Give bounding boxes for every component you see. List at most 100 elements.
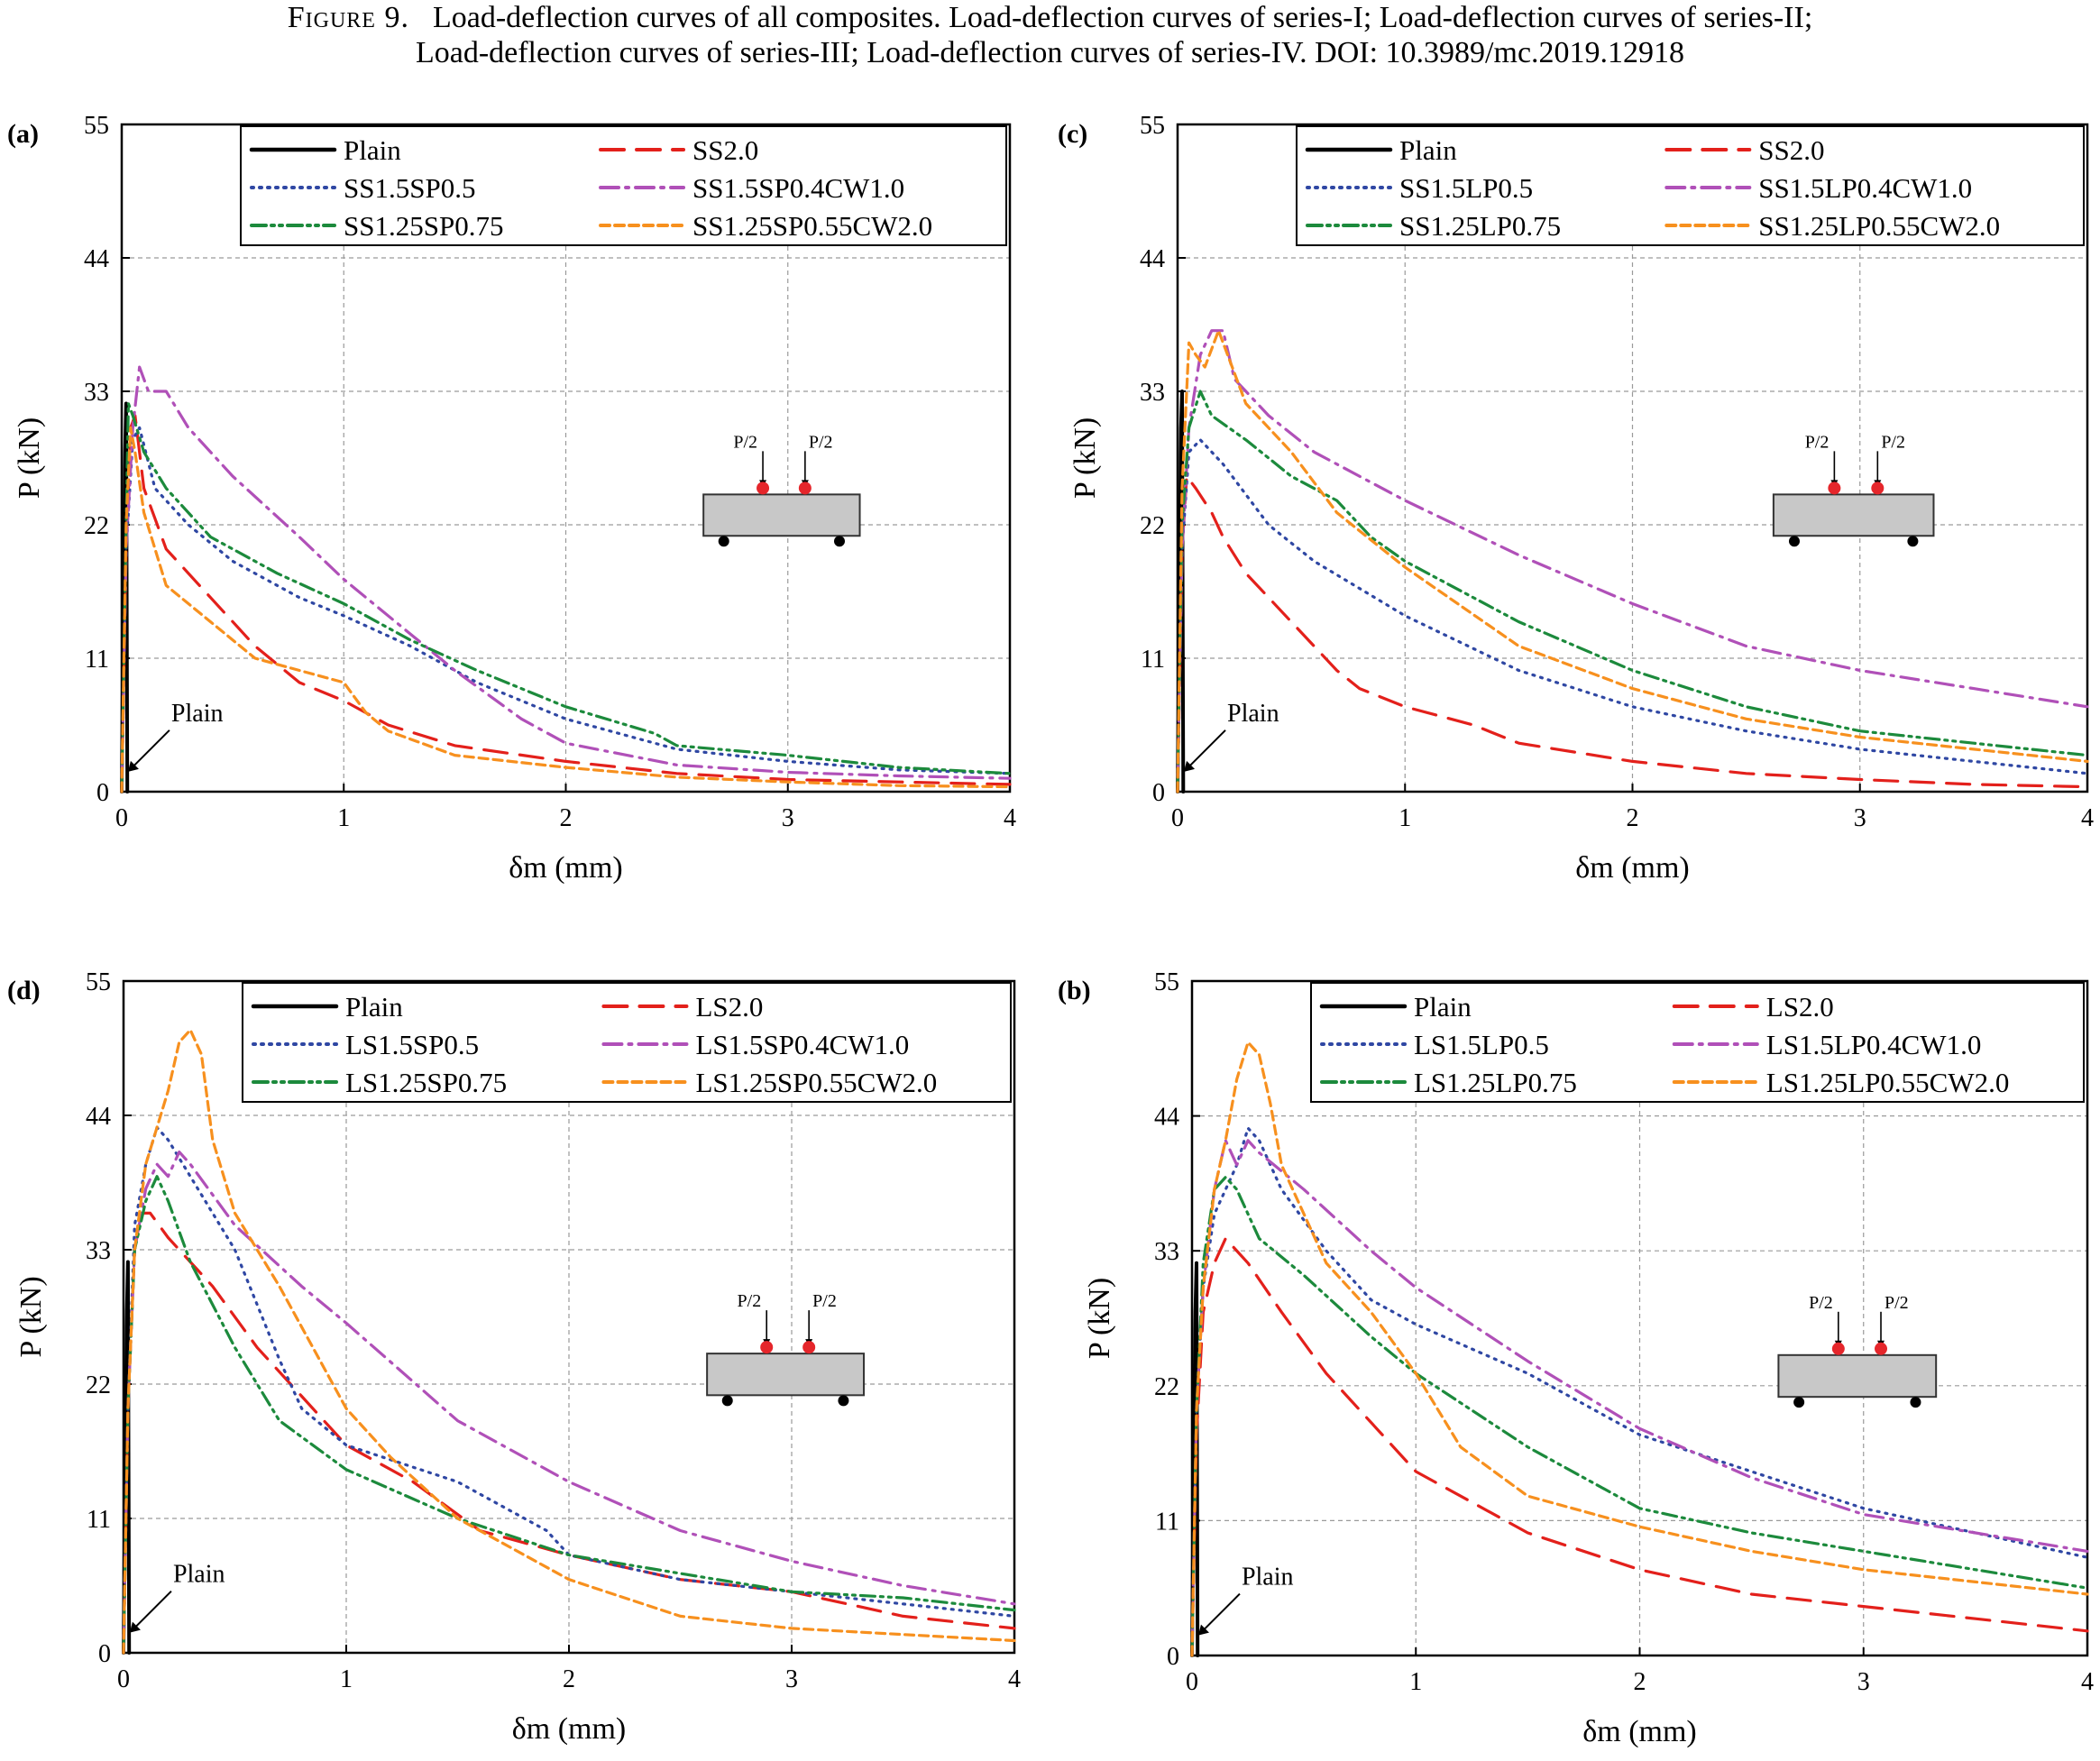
series-line-1 (1190, 1237, 2089, 1657)
load-point-1 (798, 482, 812, 495)
caption-line-2: Load-deflection curves of series-III; Lo… (415, 36, 1685, 69)
series-line-4 (1190, 1176, 2089, 1657)
beam-specimen (1772, 493, 1935, 537)
y-tick-label: 55 (1154, 968, 1179, 996)
legend-label-4: LS1.25SP0.75 (345, 1067, 507, 1098)
load-point-1 (1871, 482, 1884, 495)
legend-label-3: LS1.5SP0.4CW1.0 (695, 1029, 909, 1060)
panel-label: (d) (7, 976, 41, 1005)
y-tick-label: 0 (98, 1640, 111, 1668)
legend-label-5: LS1.25SP0.55CW2.0 (695, 1067, 937, 1098)
y-tick-label: 33 (1140, 379, 1165, 407)
x-tick-label: 2 (1634, 1668, 1646, 1696)
y-tick-label: 11 (1141, 646, 1165, 674)
y-tick-label: 44 (84, 245, 109, 273)
x-tick-label: 0 (1171, 804, 1184, 832)
x-tick-label: 1 (337, 804, 350, 832)
load-point-1 (802, 1341, 816, 1354)
series-line-4 (120, 401, 1012, 793)
support-left (718, 536, 729, 547)
series-line-3 (1176, 329, 2089, 793)
support-left (1793, 1397, 1805, 1408)
load-label-1: P/2 (1884, 1293, 1909, 1313)
x-tick-label: 4 (2081, 1668, 2094, 1696)
series-line-5 (1176, 329, 2089, 793)
series-line-4 (1176, 390, 2089, 793)
figure-label: Figure 9. (287, 1, 409, 34)
legend-label-2: SS1.5LP0.5 (1399, 172, 1533, 204)
legend-label-4: LS1.25LP0.75 (1414, 1067, 1577, 1098)
support-right (833, 536, 845, 547)
legend-label-4: SS1.25SP0.75 (344, 210, 503, 242)
beam-inset: P/2 P/2 (702, 432, 861, 547)
support-left (1788, 536, 1800, 547)
series-line-5 (122, 1028, 1016, 1655)
chart-panel-d: 0 1 2 3 4 0 11 22 33 44 55 δm (mm) P (kN) (d) Plain Pla… (7, 968, 1021, 1746)
load-label-1: P/2 (1881, 432, 1905, 452)
y-tick-label: 33 (1154, 1238, 1179, 1266)
y-tick-label: 22 (84, 512, 109, 540)
y-tick-label: 55 (86, 968, 111, 996)
annotation-plain: Plain (173, 1561, 225, 1589)
load-point-0 (1828, 482, 1841, 495)
x-axis-label: δm (mm) (1582, 1715, 1697, 1748)
series-line-2 (120, 426, 1012, 793)
load-point-0 (1831, 1342, 1845, 1355)
load-label-0: P/2 (738, 1291, 762, 1311)
legend-label-3: SS1.5LP0.4CW1.0 (1758, 172, 1972, 204)
caption-line-1: Load-deflection curves of all composites… (432, 1, 1813, 34)
load-label-1: P/2 (809, 432, 833, 452)
y-tick-label: 11 (1155, 1508, 1179, 1536)
panel-label: (a) (7, 119, 39, 149)
legend-label-0: Plain (1414, 991, 1472, 1023)
x-tick-label: 0 (115, 804, 128, 832)
x-axis-label: δm (mm) (1575, 851, 1690, 885)
y-tick-label: 44 (1154, 1104, 1179, 1132)
x-tick-label: 1 (1398, 804, 1411, 832)
legend-label-1: LS2.0 (695, 991, 763, 1023)
series-line-1 (122, 1211, 1016, 1655)
x-tick-label: 1 (1409, 1668, 1422, 1696)
y-tick-label: 0 (96, 779, 109, 807)
annotation-arrowhead (1197, 1624, 1209, 1636)
annotation-arrow (129, 729, 170, 771)
series-line-4 (122, 1175, 1016, 1655)
y-tick-label: 33 (84, 379, 109, 407)
legend-label-0: Plain (1399, 134, 1457, 166)
x-tick-label: 4 (1008, 1665, 1021, 1693)
annotation-arrowhead (1184, 760, 1196, 772)
beam-specimen (706, 1353, 866, 1397)
y-tick-label: 0 (1152, 779, 1165, 807)
series-line-3 (120, 365, 1012, 793)
legend-label-4: SS1.25LP0.75 (1399, 210, 1561, 242)
y-tick-label: 11 (87, 1506, 111, 1534)
legend-label-5: SS1.25SP0.55CW2.0 (692, 210, 932, 242)
legend-label-1: LS2.0 (1766, 991, 1834, 1023)
legend-label-0: Plain (345, 991, 403, 1023)
legend-label-3: SS1.5SP0.4CW1.0 (692, 172, 904, 204)
y-tick-label: 22 (86, 1371, 111, 1399)
legend-label-1: SS2.0 (1758, 134, 1824, 166)
figure-caption: Figure 9. Load-deflection curves of all c… (0, 0, 2100, 70)
legend-label-2: LS1.5SP0.5 (345, 1029, 479, 1060)
y-tick-label: 22 (1154, 1373, 1179, 1401)
chart-panel-a: 0 1 2 3 4 0 11 22 33 44 55 δm (mm) P (kN) (a) Plain Pla… (7, 112, 1016, 885)
series-line-2 (1176, 438, 2089, 793)
series-line-5 (120, 426, 1012, 793)
annotation-plain: Plain (1227, 700, 1279, 728)
beam-specimen (702, 493, 861, 537)
support-right (1910, 1397, 1921, 1408)
series-line-2 (1190, 1126, 2089, 1657)
x-tick-label: 4 (1004, 804, 1016, 832)
x-axis-label: δm (mm) (509, 851, 623, 885)
y-tick-label: 55 (1140, 112, 1165, 140)
support-left (721, 1395, 733, 1407)
y-axis-label: P (kN) (1068, 417, 1102, 499)
annotation-arrow (1199, 1592, 1241, 1635)
support-right (1907, 536, 1919, 547)
beam-inset: P/2 P/2 (1772, 432, 1935, 547)
legend-label-3: LS1.5LP0.4CW1.0 (1766, 1029, 1982, 1060)
x-tick-label: 3 (782, 804, 794, 832)
load-label-0: P/2 (1805, 432, 1829, 452)
series-line-3 (122, 1151, 1016, 1655)
